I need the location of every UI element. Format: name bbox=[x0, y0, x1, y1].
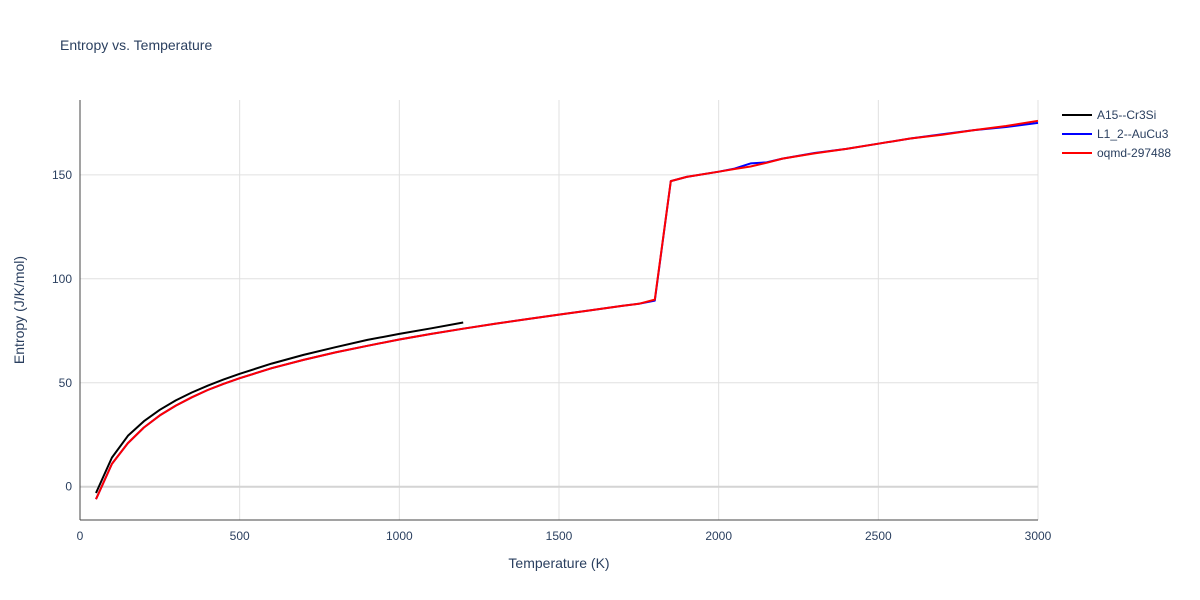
series-line-0 bbox=[95, 321, 464, 494]
x-tick-label: 3000 bbox=[1025, 529, 1052, 543]
legend-label: A15--Cr3Si bbox=[1097, 108, 1156, 122]
x-tick-label: 2000 bbox=[705, 529, 732, 543]
x-axis-title: Temperature (K) bbox=[508, 555, 609, 571]
series-line-2 bbox=[95, 119, 1039, 500]
x-tick-label: 0 bbox=[77, 529, 84, 543]
grid bbox=[80, 100, 1039, 520]
y-tick-label: 0 bbox=[65, 480, 72, 494]
y-tick-label: 50 bbox=[59, 376, 73, 390]
legend-label: oqmd-297488 bbox=[1097, 146, 1171, 160]
chart-title: Entropy vs. Temperature bbox=[60, 37, 212, 53]
y-axis-title: Entropy (J/K/mol) bbox=[11, 256, 27, 364]
x-tick-label: 500 bbox=[230, 529, 250, 543]
y-tick-label: 100 bbox=[52, 272, 72, 286]
legend-item[interactable]: L1_2--AuCu3 bbox=[1062, 127, 1169, 141]
x-tick-label: 2500 bbox=[865, 529, 892, 543]
axes: 0 500 1000 1500 2000 2500 3000 0 50 100 150 bbox=[52, 100, 1052, 543]
legend-label: L1_2--AuCu3 bbox=[1097, 127, 1169, 141]
plot-area bbox=[95, 119, 1039, 500]
y-tick-label: 150 bbox=[52, 168, 72, 182]
legend-item[interactable]: oqmd-297488 bbox=[1062, 146, 1171, 160]
series-line-1 bbox=[95, 121, 1039, 500]
legend[interactable]: A15--Cr3Si L1_2--AuCu3 oqmd-297488 bbox=[1062, 108, 1171, 160]
x-tick-label: 1500 bbox=[546, 529, 573, 543]
x-tick-label: 1000 bbox=[386, 529, 413, 543]
legend-item[interactable]: A15--Cr3Si bbox=[1062, 108, 1156, 122]
